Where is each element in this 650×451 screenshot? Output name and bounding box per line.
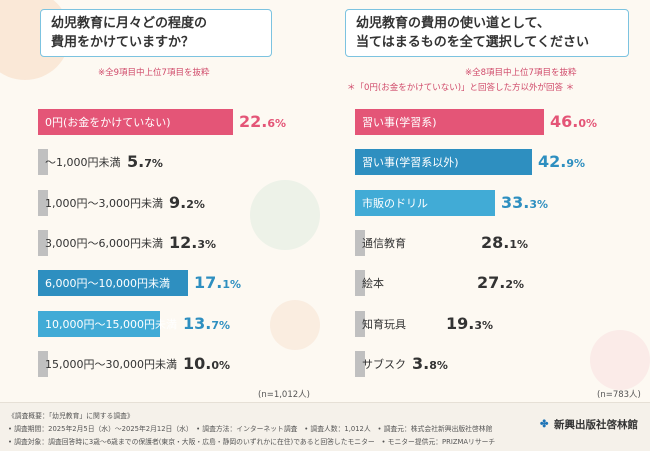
bar-value-1: 46.0%	[550, 109, 597, 135]
bar-value-2: 5.7%	[127, 149, 163, 175]
bar-value-int-3: 9.	[169, 192, 187, 212]
bar-value-dec-7: 8%	[429, 358, 448, 372]
bar-value-3: 33.3%	[501, 190, 548, 216]
bar-label-2: 習い事(学習系以外)	[362, 156, 459, 170]
bar-value-int-4: 28.	[481, 232, 510, 252]
bar-value-7: 3.8%	[412, 351, 448, 377]
publisher-logo-text: 新興出版社啓林館	[554, 419, 638, 431]
bar-value-int-4: 12.	[169, 232, 198, 252]
bar-value-int-7: 10.	[183, 353, 212, 373]
bar-4: 通信教育	[355, 229, 475, 256]
bar-label-1: 0円(お金をかけていない)	[45, 116, 171, 129]
bar-value-dec-3: 3%	[529, 197, 549, 211]
bar-value-dec-2: 7%	[144, 157, 163, 171]
left-chart-title: 幼児教育に月々どの程度の 費用をかけていますか？	[40, 9, 272, 57]
bg-ball-decoration	[250, 180, 320, 250]
bar-value-int-6: 13.	[183, 313, 212, 333]
right-title-line-1: 幼児教育の費用の使い道として、	[356, 16, 550, 31]
footer-line-3: • 調査対象：調査回答時に3歳～6歳までの保護者(東京・大阪・広島・静岡のいずれ…	[8, 438, 496, 446]
bar-label-5: 絵本	[362, 277, 384, 291]
left-title-line-2: 費用をかけていますか？	[51, 35, 195, 50]
bar-value-dec-7: 0%	[211, 358, 231, 372]
bar-label-7: サブスク	[362, 357, 406, 371]
bar-value-int-6: 19.	[446, 313, 475, 333]
bar-value-dec-5: 2%	[505, 278, 525, 292]
bg-ball-decoration	[270, 300, 320, 350]
bar-value-int-1: 22.	[239, 112, 268, 131]
left-n-label: (n=1,012人)	[258, 390, 310, 400]
bar-value-dec-1: 6%	[267, 117, 287, 130]
footer-line-2: • 調査期間：2025年2月5日（水）～2025年2月12日（水） • 調査方法…	[8, 425, 493, 433]
bar-value-dec-4: 1%	[509, 237, 529, 251]
right-title-line-2: 当てはまるものを全て選択してください	[356, 35, 589, 50]
bar-label-6: 10,000円～15,000円未満	[45, 317, 177, 331]
bar-2: 習い事(学習系以外)	[355, 149, 532, 176]
bar-value-dec-5: 1%	[222, 278, 242, 292]
bar-2: ～1,000円未満	[38, 149, 121, 176]
bar-value-int-5: 17.	[194, 273, 223, 293]
bar-label-7: 15,000円～30,000円未満	[45, 357, 177, 371]
bar-label-3: 市販のドリル	[362, 196, 428, 210]
bar-value-3: 9.2%	[169, 190, 205, 216]
bar-label-2: ～1,000円未満	[45, 156, 121, 170]
bar-value-int-2: 42.	[538, 152, 567, 172]
publisher-logo: ✤ 新興出版社啓林館	[540, 417, 638, 432]
bar-3: 1,000円～3,000円未満	[38, 189, 163, 216]
left-title-line-1: 幼児教育に月々どの程度の	[51, 16, 208, 31]
right-chart-title: 幼児教育の費用の使い道として、 当てはまるものを全て選択してください	[345, 9, 629, 57]
bar-value-dec-6: 7%	[211, 318, 231, 332]
bar-3: 市販のドリル	[355, 189, 495, 216]
bar-value-6: 13.7%	[183, 311, 230, 337]
bar-value-int-1: 46.	[550, 112, 579, 131]
left-chart-note: ※全9項目中上位7項目を抜粋	[98, 68, 210, 78]
bar-label-5: 6,000円～10,000円未満	[45, 277, 170, 291]
bar-value-dec-6: 3%	[474, 318, 494, 332]
bar-value-4: 12.3%	[169, 230, 216, 256]
bar-value-int-3: 33.	[501, 192, 530, 212]
bar-1: 0円(お金をかけていない)	[38, 109, 233, 135]
bar-label-4: 通信教育	[362, 236, 406, 250]
bg-ball-decoration	[590, 330, 650, 390]
right-chart-note-2: ＊「0円(お金をかけていない)」と回答した方以外が回答 ＊	[347, 83, 575, 93]
bar-label-1: 習い事(学習系)	[362, 116, 437, 129]
footer-line-1: 《調査概要：「幼児教育」に関する調査》	[8, 412, 134, 420]
right-chart-note: ※全8項目中上位7項目を抜粋	[465, 68, 577, 78]
bar-value-int-7: 3.	[412, 353, 430, 373]
bar-value-dec-3: 2%	[186, 197, 205, 211]
right-n-label: (n=783人)	[597, 390, 641, 400]
bar-value-5: 17.1%	[194, 270, 241, 296]
survey-footer: 《調査概要：「幼児教育」に関する調査》 • 調査期間：2025年2月5日（水）～…	[0, 402, 650, 451]
bar-6: 知育玩具	[355, 310, 440, 337]
bar-value-dec-1: 0%	[578, 117, 598, 130]
bar-value-1: 22.6%	[239, 109, 286, 135]
bar-value-2: 42.9%	[538, 149, 585, 175]
bar-value-6: 19.3%	[446, 311, 493, 337]
publisher-logo-icon: ✤	[540, 419, 549, 430]
bar-label-6: 知育玩具	[362, 317, 406, 331]
bar-1: 習い事(学習系)	[355, 109, 544, 135]
bar-value-7: 10.0%	[183, 351, 230, 377]
bar-label-4: 3,000円～6,000円未満	[45, 236, 163, 250]
bar-7: 15,000円～30,000円未満	[38, 350, 177, 377]
bar-5: 6,000円～10,000円未満	[38, 270, 188, 297]
bar-7: サブスク	[355, 350, 406, 377]
bar-value-int-5: 27.	[477, 273, 506, 293]
bar-value-dec-2: 9%	[566, 157, 586, 171]
bar-value-4: 28.1%	[481, 230, 528, 256]
bar-6: 10,000円～15,000円未満	[38, 310, 177, 337]
bar-5: 絵本	[355, 270, 471, 297]
bar-value-dec-4: 3%	[197, 237, 217, 251]
bar-label-3: 1,000円～3,000円未満	[45, 196, 163, 210]
bar-value-5: 27.2%	[477, 270, 524, 296]
bar-4: 3,000円～6,000円未満	[38, 229, 163, 256]
bar-value-int-2: 5.	[127, 152, 145, 172]
